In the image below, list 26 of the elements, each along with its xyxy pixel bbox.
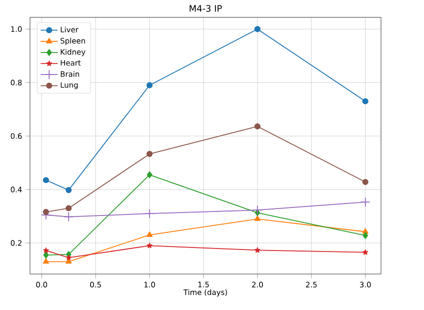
- point: [362, 178, 368, 186]
- point: [254, 247, 260, 253]
- point: [362, 232, 368, 239]
- point: [66, 205, 72, 212]
- point: [144, 208, 154, 219]
- point: [362, 249, 368, 255]
- point: [42, 208, 50, 216]
- point: [146, 150, 153, 157]
- point: [146, 171, 152, 178]
- point: [146, 232, 153, 237]
- point: [66, 254, 72, 260]
- point: [43, 248, 49, 253]
- point: [254, 215, 260, 221]
- point: [254, 26, 260, 32]
- point: [362, 98, 368, 104]
- chart-title: M4-3 IP: [190, 5, 222, 12]
- point: [146, 82, 153, 88]
- point: [43, 252, 49, 258]
- point: [252, 205, 262, 216]
- point: [66, 187, 72, 194]
- point: [64, 212, 74, 222]
- point: [254, 123, 260, 130]
- point: [42, 177, 50, 184]
- point: [360, 197, 370, 208]
- point: [42, 258, 50, 264]
- point: [146, 242, 152, 248]
